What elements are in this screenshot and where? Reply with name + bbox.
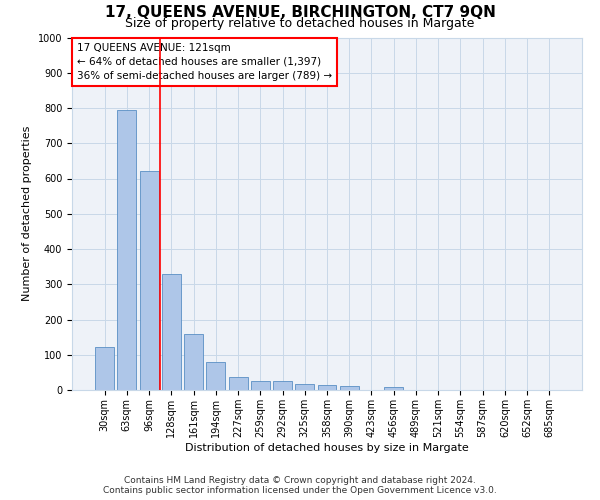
Bar bbox=[295, 384, 314, 390]
Bar bbox=[229, 378, 248, 390]
Bar bbox=[340, 386, 359, 390]
Text: 17 QUEENS AVENUE: 121sqm
← 64% of detached houses are smaller (1,397)
36% of sem: 17 QUEENS AVENUE: 121sqm ← 64% of detach… bbox=[77, 43, 332, 81]
Bar bbox=[273, 381, 292, 390]
Bar bbox=[95, 347, 114, 390]
Y-axis label: Number of detached properties: Number of detached properties bbox=[22, 126, 32, 302]
Text: 17, QUEENS AVENUE, BIRCHINGTON, CT7 9QN: 17, QUEENS AVENUE, BIRCHINGTON, CT7 9QN bbox=[104, 5, 496, 20]
Bar bbox=[206, 362, 225, 390]
Bar bbox=[251, 381, 270, 390]
Bar bbox=[184, 334, 203, 390]
X-axis label: Distribution of detached houses by size in Margate: Distribution of detached houses by size … bbox=[185, 442, 469, 452]
Bar bbox=[140, 172, 158, 390]
Bar bbox=[118, 110, 136, 390]
Text: Size of property relative to detached houses in Margate: Size of property relative to detached ho… bbox=[125, 18, 475, 30]
Bar bbox=[317, 384, 337, 390]
Text: Contains HM Land Registry data © Crown copyright and database right 2024.
Contai: Contains HM Land Registry data © Crown c… bbox=[103, 476, 497, 495]
Bar bbox=[384, 387, 403, 390]
Bar bbox=[162, 274, 181, 390]
